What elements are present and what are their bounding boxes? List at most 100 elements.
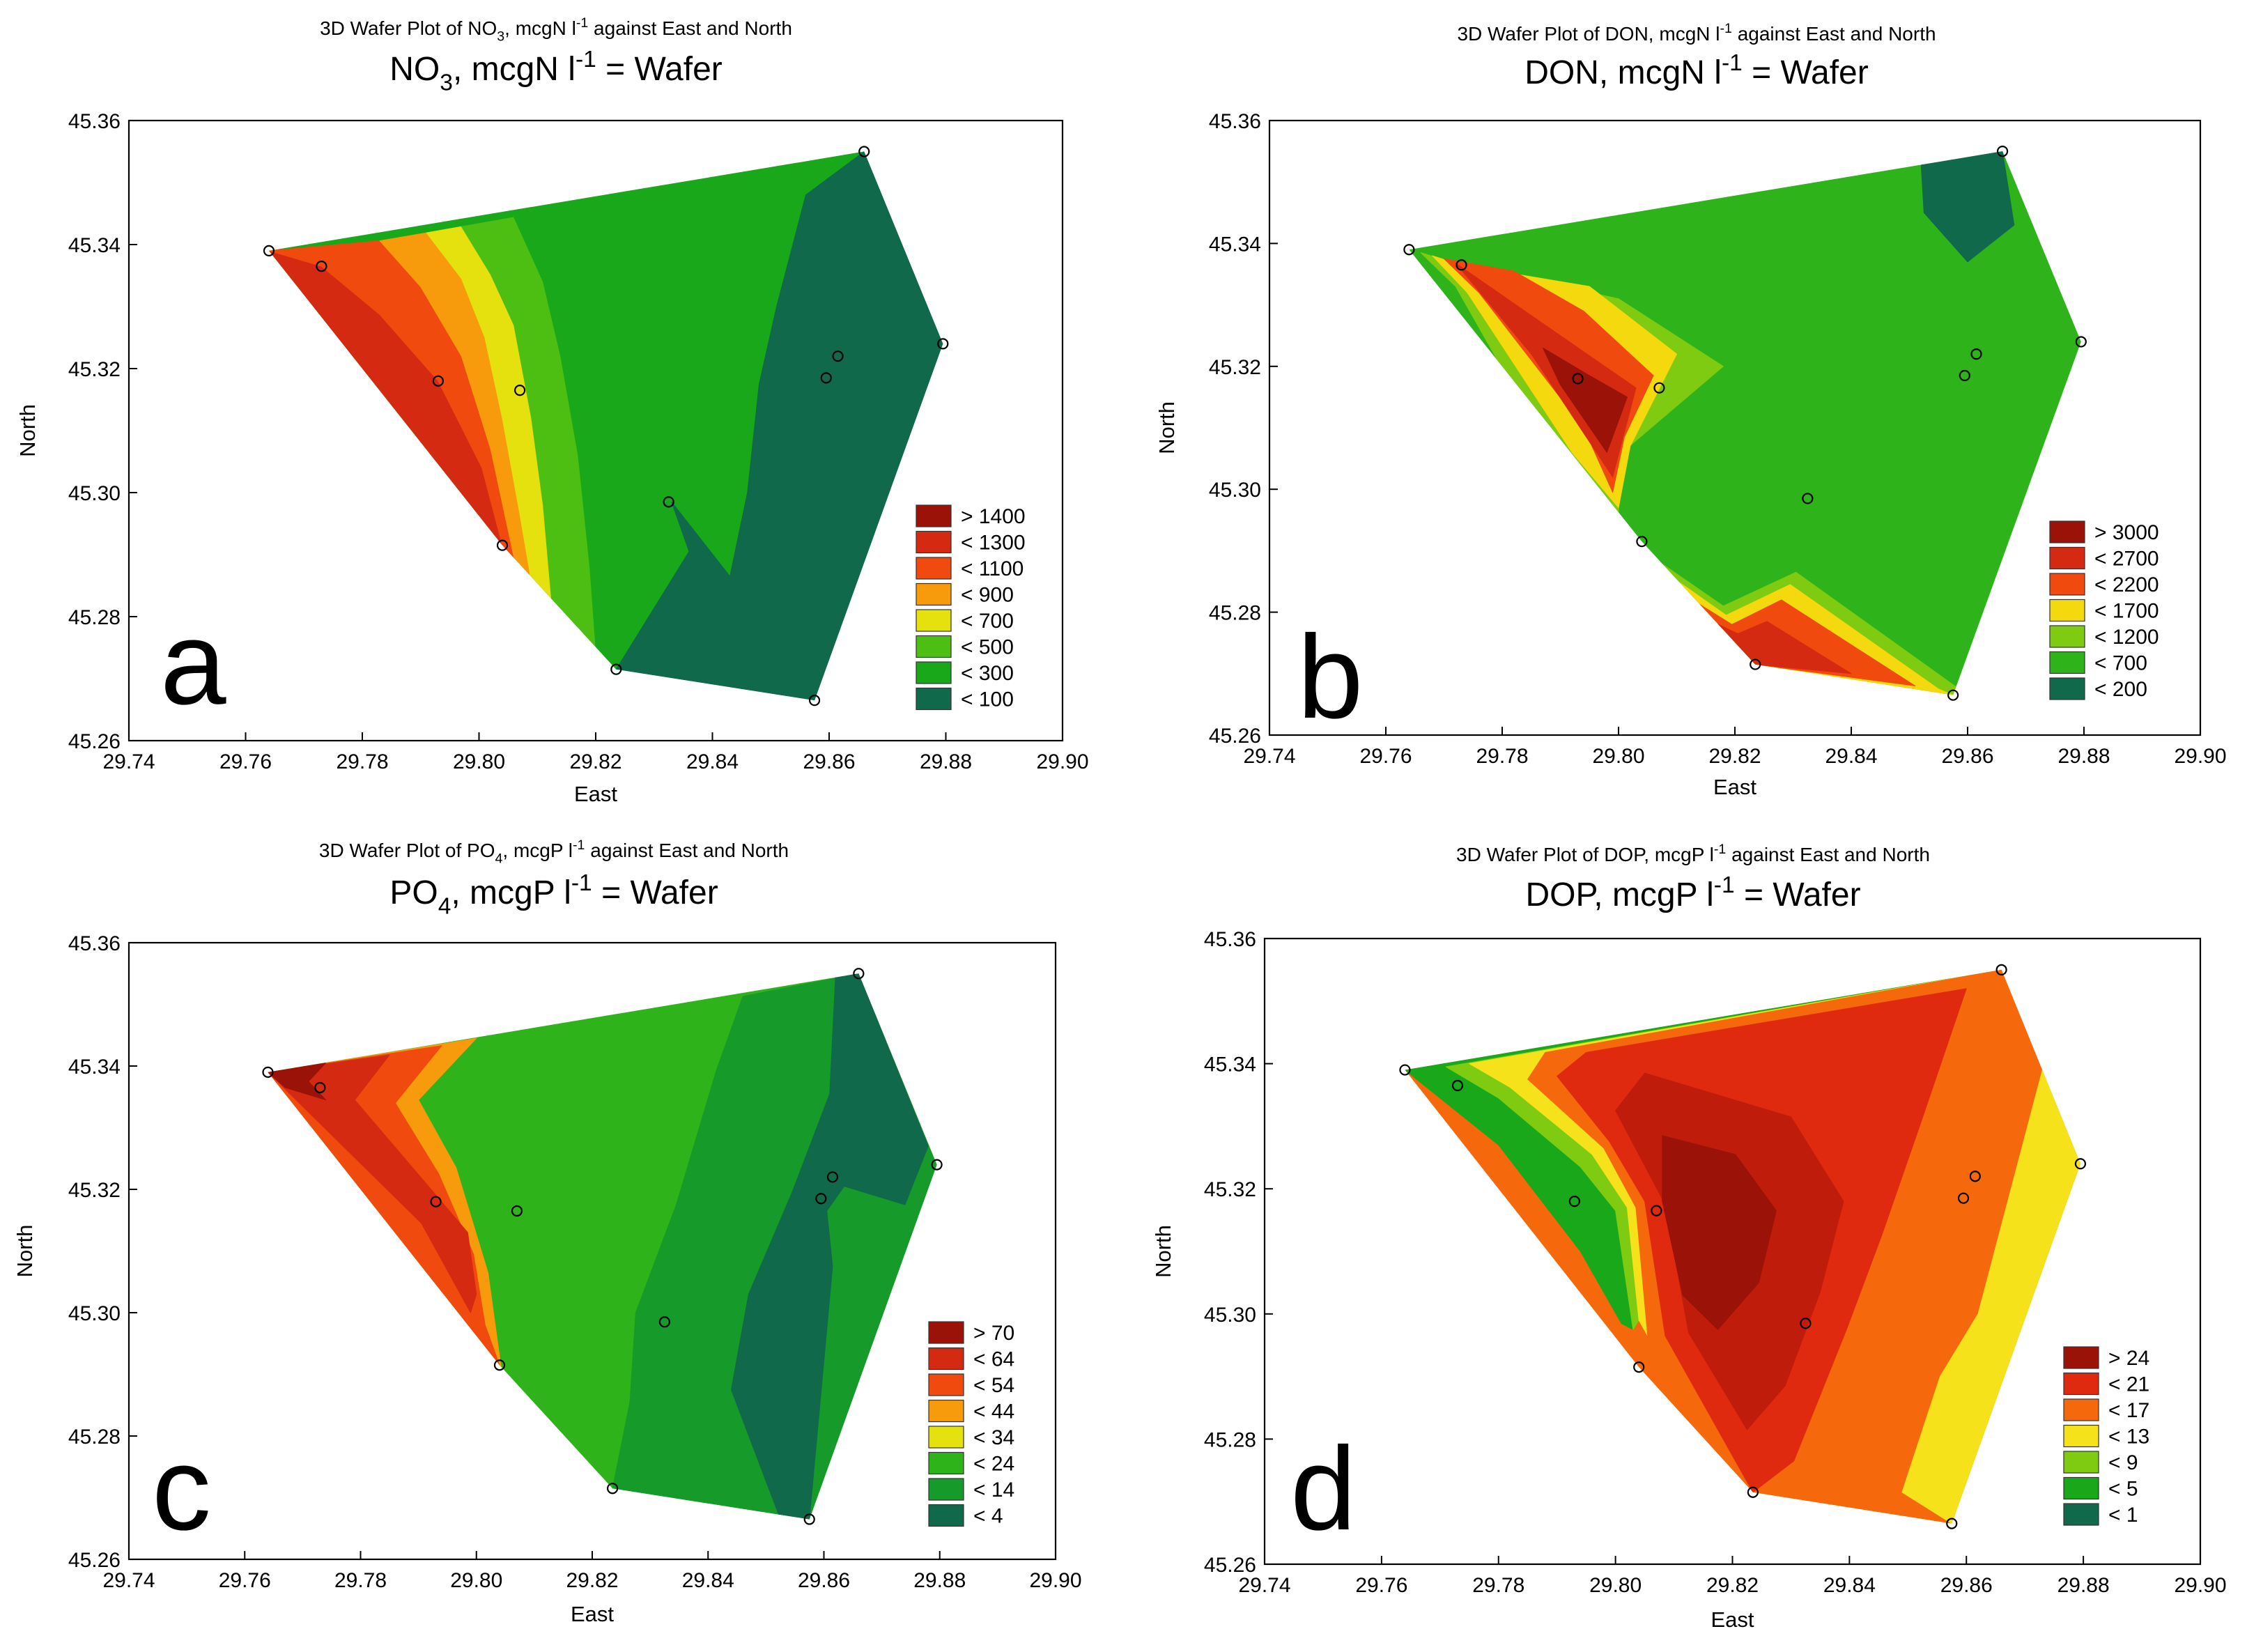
station-marker	[815, 1193, 827, 1205]
legend-label: < 100	[961, 688, 1014, 711]
x-tick-label: 29.74	[1243, 745, 1295, 768]
panel-letter: a	[160, 597, 226, 729]
y-tick-label: 45.28	[68, 606, 121, 629]
legend-label: < 300	[961, 662, 1014, 685]
y-tick-label: 45.32	[1204, 1178, 1256, 1201]
x-tick-label: 29.78	[1472, 1574, 1524, 1597]
station-marker	[1572, 373, 1584, 385]
station-marker	[262, 1066, 274, 1078]
y-tick-label: 45.26	[1204, 1554, 1256, 1577]
legend: > 3000 < 2700< 2200 < 1700 < 1200 < 700 < 200	[2049, 520, 2159, 701]
contour-band	[1662, 1135, 1777, 1330]
y-tick-label: 45.30	[68, 1302, 121, 1325]
contour-band	[514, 151, 865, 670]
station-marker	[1970, 348, 1982, 360]
legend-label: < 4	[973, 1505, 1003, 1528]
panel-c: 29.74 29.76 29.78 29.80 29.82 29.84 29.86 29.88…	[13, 932, 1082, 1626]
x-tick-label: 29.78	[1476, 745, 1528, 768]
y-tick-label: 45.30	[1209, 479, 1261, 502]
y-tick-label: 45.36	[1209, 110, 1261, 133]
y-tick-label: 45.34	[1209, 233, 1261, 256]
legend-swatch	[916, 504, 952, 527]
legend-label: < 900	[961, 584, 1014, 607]
legend-swatch	[928, 1451, 964, 1475]
station-marker	[610, 663, 622, 675]
legend-swatch	[2049, 573, 2085, 596]
x-tick-label: 29.88	[920, 750, 972, 773]
y-tick-label: 45.26	[68, 1549, 121, 1572]
contour-bands	[1420, 151, 2015, 695]
legend-swatch	[2063, 1346, 2099, 1369]
y-tick-label: 45.32	[68, 1179, 121, 1202]
legend-swatch	[2049, 520, 2085, 543]
x-tick-label: 29.80	[1589, 1574, 1642, 1597]
legend-swatch	[916, 687, 952, 711]
legend-label: < 1300	[961, 532, 1026, 555]
y-axis-label: North	[15, 404, 40, 457]
station-marker	[826, 1171, 839, 1183]
legend-label: < 700	[961, 610, 1014, 633]
x-tick-label: 29.76	[219, 750, 272, 773]
legend-label: > 1400	[961, 505, 1026, 528]
panel-b-small-title: 3D Wafer Plot of DON, mcgN l-1 against E…	[1457, 21, 1936, 45]
station-marker	[1455, 259, 1467, 271]
station-marker	[511, 1205, 523, 1217]
x-tick-label: 29.84	[1823, 1574, 1876, 1597]
station-marker	[937, 338, 949, 350]
x-tick-label: 29.74	[102, 1569, 155, 1592]
legend-label: < 17	[2108, 1399, 2149, 1422]
station-marker	[858, 146, 870, 157]
legend-swatch	[916, 609, 952, 632]
legend-label: < 2200	[2094, 573, 2159, 596]
panel-letter: d	[1290, 1423, 1357, 1555]
y-axis-label: North	[13, 1225, 37, 1278]
station-marker	[1653, 382, 1665, 394]
legend-swatch	[928, 1478, 964, 1501]
y-tick-label: 45.30	[1204, 1304, 1256, 1327]
legend-label: < 14	[973, 1479, 1014, 1502]
station-marker	[853, 968, 865, 980]
station-marker	[1959, 369, 1970, 382]
station-marker	[1633, 1361, 1645, 1373]
x-tick-label: 29.90	[1036, 750, 1088, 773]
y-tick-label: 45.28	[1209, 602, 1261, 625]
contour-band	[731, 973, 929, 1520]
legend-swatch	[928, 1321, 964, 1344]
contour-band	[1901, 1070, 2080, 1524]
legend-label: < 200	[2094, 678, 2147, 701]
station-marker	[606, 1483, 619, 1495]
legend-label: < 54	[973, 1374, 1014, 1397]
y-tick-label: 45.26	[1209, 725, 1261, 748]
legend-swatch	[2063, 1372, 2099, 1396]
y-tick-label: 45.34	[68, 234, 121, 257]
x-tick-label: 29.80	[450, 1569, 502, 1592]
x-tick-label: 29.88	[2057, 745, 2110, 768]
x-tick-label: 29.78	[336, 750, 388, 773]
legend-label: < 5	[2108, 1478, 2138, 1501]
x-tick-label: 29.76	[1355, 1574, 1407, 1597]
station-marker	[514, 385, 526, 396]
x-tick-label: 29.82	[566, 1569, 618, 1592]
station-marker	[1399, 1064, 1411, 1076]
station-marker	[314, 1081, 326, 1094]
station-marker	[808, 695, 821, 707]
x-tick-label: 29.86	[1940, 1574, 1993, 1597]
legend-swatch	[916, 661, 952, 684]
station-marker	[1946, 1518, 1958, 1529]
contour-band	[268, 1054, 477, 1313]
contour-band	[1542, 347, 1628, 453]
legend-swatch	[2063, 1476, 2099, 1500]
station-marker	[1403, 244, 1415, 256]
x-tick-label: 29.86	[803, 750, 855, 773]
x-tick-label: 29.80	[453, 750, 505, 773]
y-tick-label: 45.34	[68, 1056, 121, 1079]
station-marker	[2074, 1158, 2087, 1170]
legend-swatch	[916, 635, 952, 658]
legend-swatch	[928, 1373, 964, 1396]
y-tick-label: 45.36	[1204, 928, 1256, 951]
legend-label: < 21	[2108, 1373, 2149, 1396]
legend-swatch	[916, 530, 952, 554]
station-marker	[493, 1359, 506, 1371]
contour-bands	[1405, 969, 2080, 1524]
